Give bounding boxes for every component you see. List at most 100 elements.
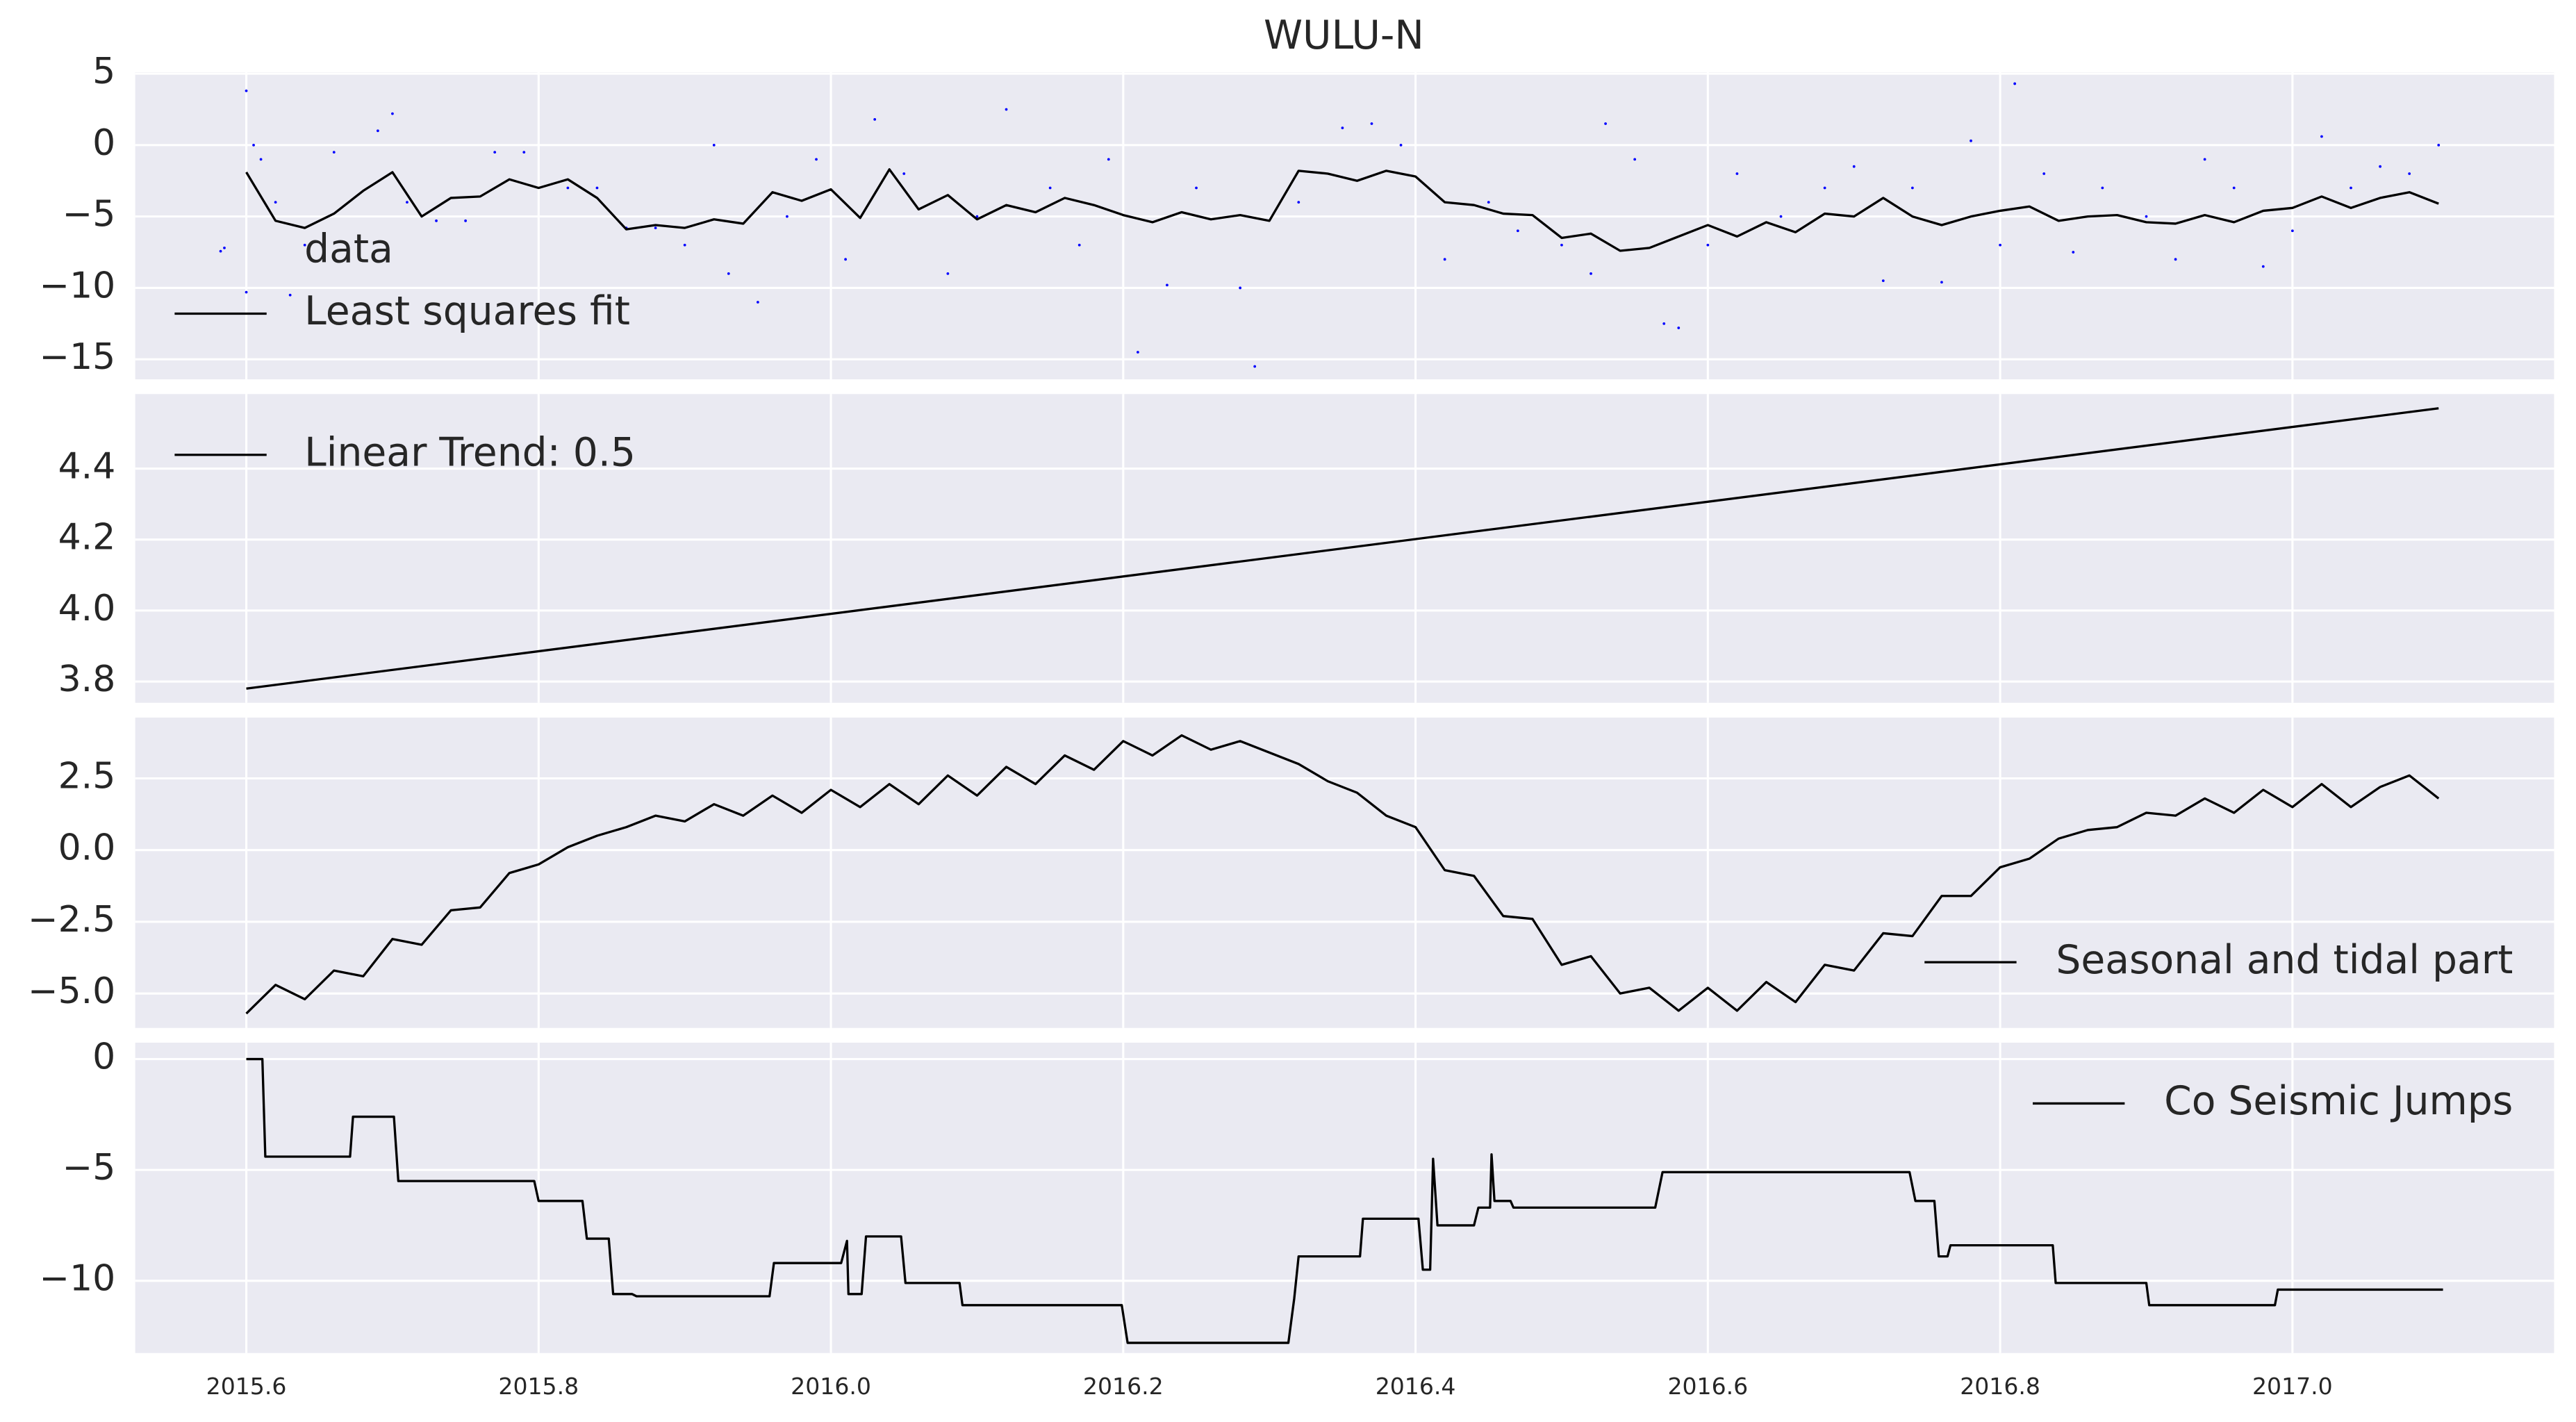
data-point [2072, 251, 2075, 254]
data-point [2320, 135, 2323, 138]
data-point [1399, 143, 1403, 147]
data-point [2379, 165, 2381, 168]
data-point [303, 243, 306, 247]
data-point [2261, 265, 2265, 268]
data-line [246, 1057, 2443, 1344]
data-point [2101, 186, 2104, 190]
y-tick-label: 4.2 [58, 517, 116, 559]
data-point [1633, 158, 1637, 161]
data-point [1443, 258, 1446, 261]
data-point [756, 301, 759, 304]
data-point [1735, 172, 1739, 175]
data-point [1560, 243, 1563, 247]
data-point [2290, 229, 2294, 233]
data-point [844, 258, 847, 261]
data-point [2350, 186, 2352, 190]
data-point [683, 243, 686, 247]
data-point [1940, 281, 1943, 284]
x-tick-label: 2016.6 [1667, 1373, 1748, 1400]
data-point [873, 117, 877, 121]
data-point [1677, 326, 1681, 329]
data-point [1048, 186, 1052, 190]
data-point [727, 272, 730, 275]
data-point [522, 151, 526, 154]
data-point [712, 143, 716, 147]
data-point [376, 129, 379, 133]
y-tick-label: 3.8 [58, 659, 116, 700]
y-tick-label: −2.5 [28, 899, 115, 941]
y-tick-label: −10 [40, 1258, 116, 1300]
data-point [1910, 186, 1914, 190]
data-point [1341, 126, 1344, 130]
y-tick-label: 4.4 [58, 446, 116, 488]
data-point [259, 158, 263, 161]
data-point [902, 172, 906, 175]
data-point [1297, 201, 1301, 204]
data-point [1881, 279, 1885, 283]
y-tick-label: 5 [92, 51, 115, 92]
data-point [595, 186, 599, 190]
data-point [1107, 158, 1110, 161]
data-point [347, 258, 350, 261]
x-tick-label: 2017.0 [2252, 1373, 2333, 1400]
data-point [1487, 201, 1490, 204]
data-line [245, 168, 2439, 252]
x-tick-label: 2015.6 [206, 1373, 287, 1400]
data-point [1195, 186, 1198, 190]
chart-title: WULU-N [1264, 13, 1424, 58]
y-tick-label: 0.0 [58, 827, 116, 869]
x-tick-label: 2016.4 [1376, 1373, 1456, 1400]
data-point [2232, 186, 2236, 190]
data-point [1078, 243, 1081, 247]
data-point [252, 143, 255, 147]
data-point [1779, 215, 1783, 218]
data-point [975, 215, 979, 218]
data-point [1136, 351, 1139, 354]
data-point [288, 293, 292, 297]
y-tick-label: −5 [63, 1147, 116, 1189]
data-point [1823, 186, 1826, 190]
data-point [1590, 272, 1592, 275]
data-point [406, 201, 408, 204]
data-point [245, 290, 248, 294]
data-point [223, 246, 226, 249]
series-group [245, 734, 2440, 1015]
data-point [1999, 243, 2001, 247]
data-point [2013, 82, 2017, 85]
data-point [1706, 243, 1710, 247]
y-tick-label: 2.5 [58, 755, 116, 797]
legend-label: Co Seismic Jumps [2164, 1078, 2513, 1124]
data-point [2042, 172, 2046, 175]
x-tick-label: 2016.8 [1960, 1373, 2040, 1400]
data-point [1005, 108, 1008, 111]
data-point [1516, 229, 1519, 233]
legend-marker [219, 249, 222, 253]
data-line [245, 734, 2440, 1015]
data-point [1239, 286, 1242, 290]
y-tick-label: −5.0 [28, 970, 115, 1012]
data-point [435, 219, 438, 222]
legend-label: Linear Trend: 0.5 [304, 429, 636, 475]
y-tick-label: 0 [92, 122, 115, 164]
data-point [493, 151, 497, 154]
y-tick-label: −15 [40, 336, 116, 378]
y-tick-label: 0 [92, 1036, 115, 1078]
data-point [1852, 165, 1856, 168]
x-tick-label: 2016.0 [791, 1373, 871, 1400]
y-tick-label: −5 [63, 194, 116, 235]
data-point [566, 186, 570, 190]
data-point [1166, 283, 1169, 287]
data-point [815, 158, 818, 161]
data-point [786, 215, 789, 218]
data-point [274, 201, 277, 204]
data-point [2203, 158, 2206, 161]
legend-label: Seasonal and tidal part [2056, 937, 2513, 983]
y-tick-label: −10 [40, 265, 116, 306]
data-point [1253, 365, 1257, 368]
x-tick-label: 2016.2 [1083, 1373, 1164, 1400]
x-tick-label: 2015.8 [498, 1373, 579, 1400]
data-line [246, 407, 2439, 690]
data-point [654, 226, 657, 229]
data-point [245, 89, 248, 92]
data-point [2174, 258, 2177, 261]
